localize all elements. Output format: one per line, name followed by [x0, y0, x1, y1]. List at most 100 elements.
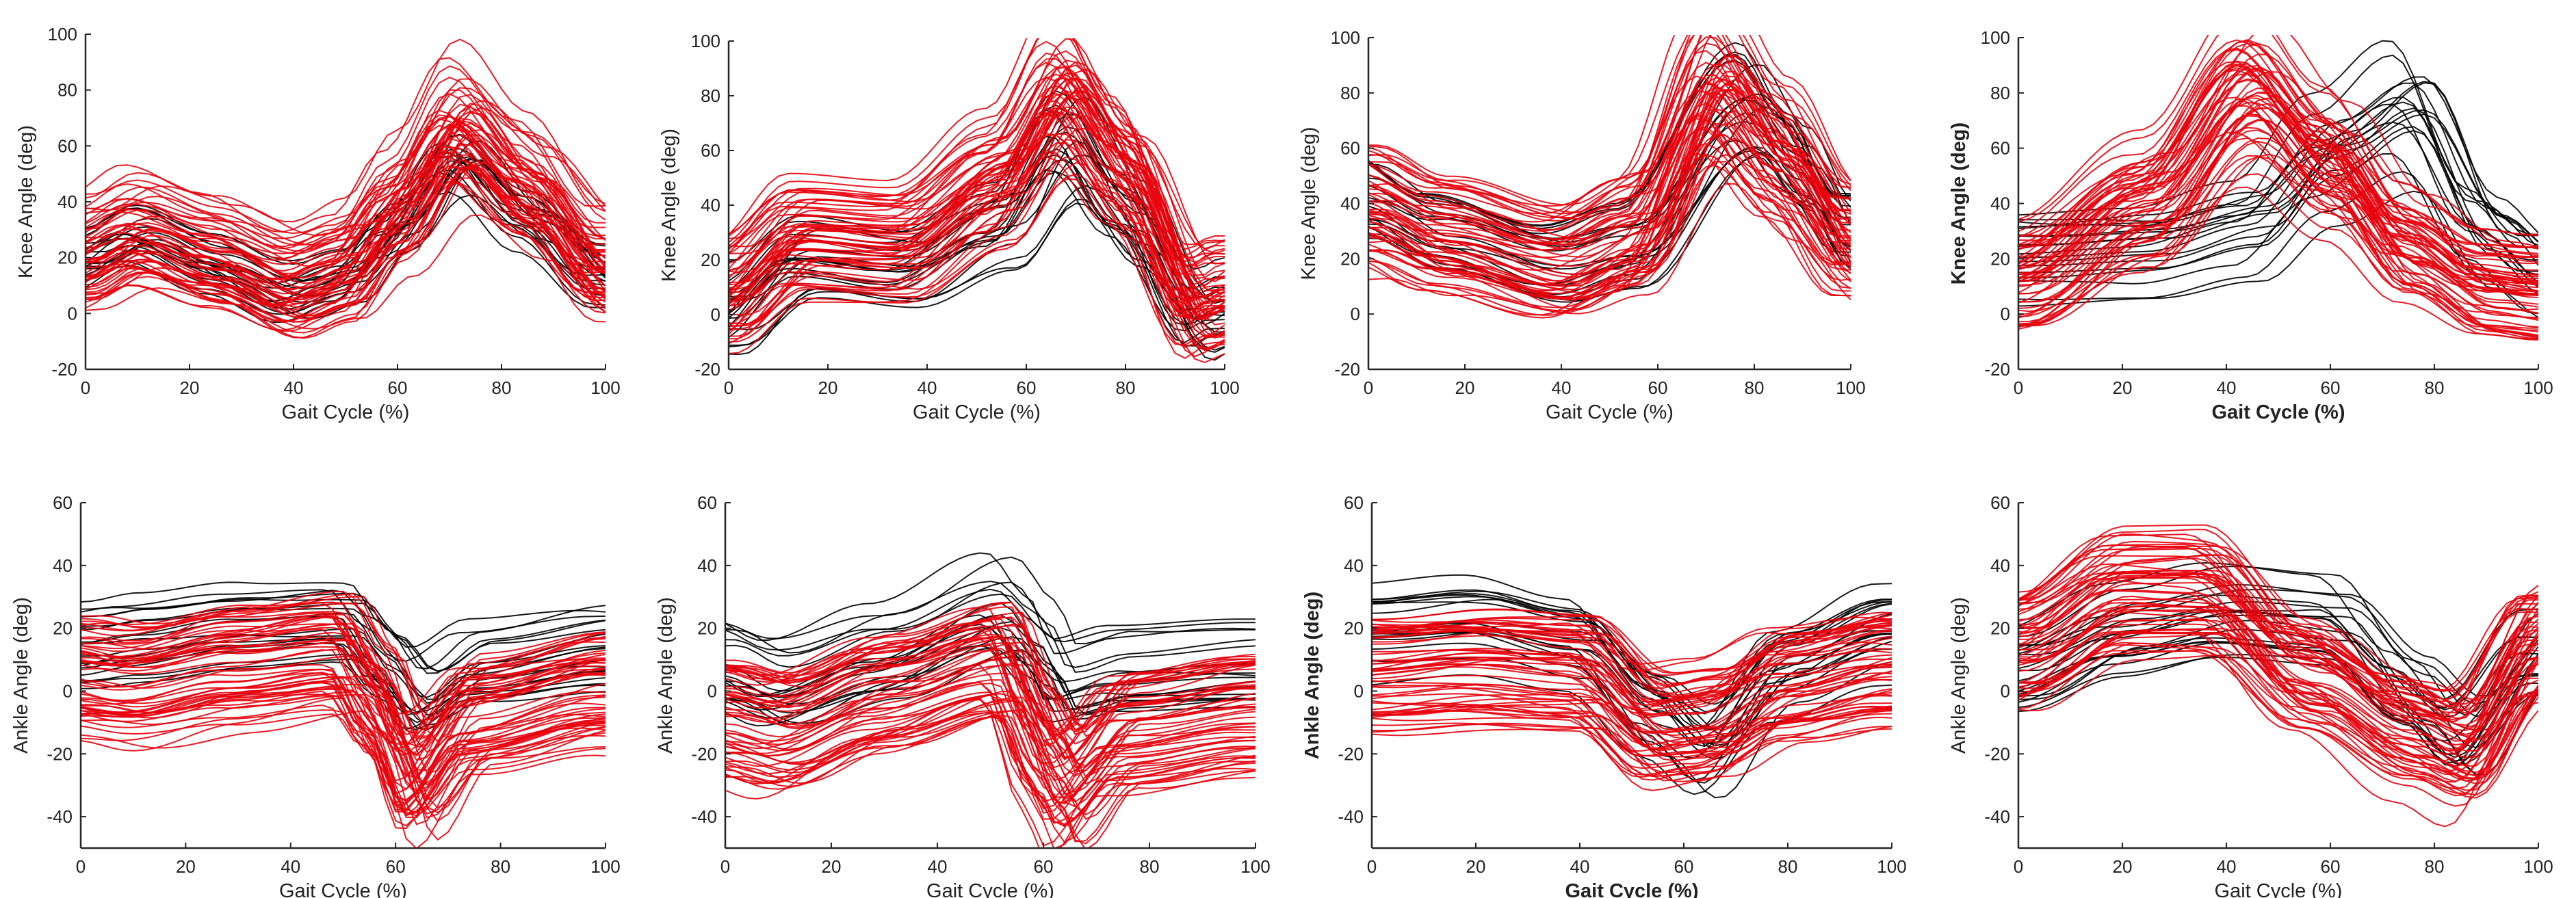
red-series-curve: [725, 696, 1256, 820]
red-series-curve: [1368, 114, 1851, 285]
red-series-curve: [729, 100, 1225, 302]
black-series-curve: [725, 588, 1256, 655]
red-series-curve: [729, 139, 1225, 350]
red-series-curve: [81, 616, 606, 756]
x-axis-title: Gait Cycle (%): [279, 880, 407, 898]
red-series-curve: [2018, 35, 2538, 235]
red-series-curve: [1368, 164, 1851, 308]
x-axis-title: Gait Cycle (%): [1565, 880, 1699, 898]
red-series-curve: [725, 616, 1256, 733]
y-axis-title: Ankle Angle (deg): [1948, 597, 1970, 754]
red-series-curve: [2018, 113, 2538, 329]
x-tick-label: 60: [1017, 378, 1037, 398]
y-tick-label: 0: [2001, 304, 2010, 324]
red-series-curve: [1372, 698, 1892, 756]
red-series-curve: [2018, 69, 2538, 278]
red-series-curve: [1368, 79, 1851, 258]
red-series-curve: [1368, 81, 1851, 244]
red-series-curve: [86, 76, 606, 260]
black-series-curve: [725, 556, 1256, 654]
red-series-curve: [2018, 601, 2538, 776]
red-series-curve: [2018, 533, 2538, 722]
curves: [1372, 574, 1892, 799]
x-tick-label: 0: [724, 378, 733, 398]
red-series-curve: [1368, 90, 1851, 243]
red-series-curve: [2018, 610, 2538, 755]
x-tick-label: 100: [590, 378, 620, 398]
x-tick-label: 20: [2113, 378, 2133, 398]
red-series-curve: [725, 648, 1256, 758]
y-tick-label: -20: [1338, 743, 1364, 764]
black-series-curve: [1372, 657, 1892, 799]
red-series-curve: [725, 628, 1256, 747]
x-tick-label: 80: [2425, 856, 2445, 877]
red-series-curve: [81, 646, 606, 755]
y-tick-label: 0: [63, 681, 73, 701]
red-series-curve: [1372, 656, 1892, 701]
red-series-curve: [81, 710, 606, 814]
red-series-curve: [86, 151, 606, 280]
black-series-curve: [81, 659, 606, 726]
x-tick-label: 100: [1836, 378, 1865, 398]
red-series-curve: [1372, 609, 1892, 674]
red-series-curve: [729, 173, 1225, 338]
x-tick-label: 0: [1367, 856, 1377, 877]
red-series-curve: [725, 672, 1256, 777]
y-tick-label: 40: [57, 192, 77, 212]
y-tick-label: -20: [691, 743, 717, 764]
red-series-curve: [2018, 97, 2538, 298]
red-series-curve: [729, 155, 1225, 346]
x-tick-label: 20: [1455, 378, 1475, 398]
x-tick-label: 20: [176, 856, 196, 877]
red-series-curve: [86, 214, 606, 330]
y-tick-label: 40: [1990, 555, 2010, 576]
y-axis-title: Knee Angle (deg): [1298, 127, 1320, 280]
red-series-curve: [2018, 629, 2538, 828]
x-tick-label: 0: [76, 856, 86, 877]
x-axis-title: Gait Cycle (%): [282, 401, 410, 423]
y-tick-label: 40: [1340, 194, 1360, 214]
x-axis-title: Gait Cycle (%): [913, 401, 1041, 423]
red-series-curve: [729, 38, 1225, 257]
red-series-curve: [86, 134, 606, 291]
black-series-curve: [2018, 614, 2538, 718]
red-series-curve: [1372, 726, 1892, 774]
red-series-curve: [81, 655, 606, 801]
red-series-curve: [2018, 629, 2538, 791]
red-series-curve: [725, 644, 1256, 782]
red-series-curve: [729, 68, 1225, 265]
x-tick-label: 0: [1364, 378, 1373, 398]
y-tick-label: -20: [1984, 359, 2010, 380]
curves: [86, 38, 606, 339]
red-series-curve: [1368, 86, 1851, 246]
red-series-curve: [1368, 128, 1851, 291]
red-series-curve: [2018, 40, 2538, 265]
black-series-curve: [1372, 574, 1892, 731]
red-series-curve: [86, 182, 606, 332]
x-axis-title: Gait Cycle (%): [926, 880, 1054, 898]
y-tick-label: 40: [53, 555, 73, 576]
red-series-curve: [2018, 548, 2538, 711]
x-tick-label: 100: [1210, 378, 1239, 398]
red-series-curve: [86, 175, 606, 305]
y-tick-label: 80: [701, 85, 720, 106]
red-series-curve: [2018, 623, 2538, 797]
red-series-curve: [1372, 663, 1892, 735]
red-series-curve: [81, 603, 606, 706]
x-tick-label: 20: [818, 378, 838, 398]
curves: [2018, 35, 2538, 341]
y-tick-label: 0: [711, 304, 720, 325]
red-series-curve: [81, 709, 606, 817]
x-tick-label: 100: [1240, 856, 1270, 877]
y-tick-label: 60: [1990, 138, 2010, 159]
y-tick-label: 100: [691, 31, 720, 51]
y-tick-label: 40: [701, 195, 720, 215]
y-tick-label: 0: [2001, 681, 2010, 701]
red-series-curve: [81, 639, 606, 786]
red-series-curve: [86, 107, 606, 237]
curves: [725, 552, 1256, 848]
red-series-curve: [86, 94, 606, 279]
curves: [729, 38, 1225, 363]
red-series-curve: [2018, 35, 2538, 236]
